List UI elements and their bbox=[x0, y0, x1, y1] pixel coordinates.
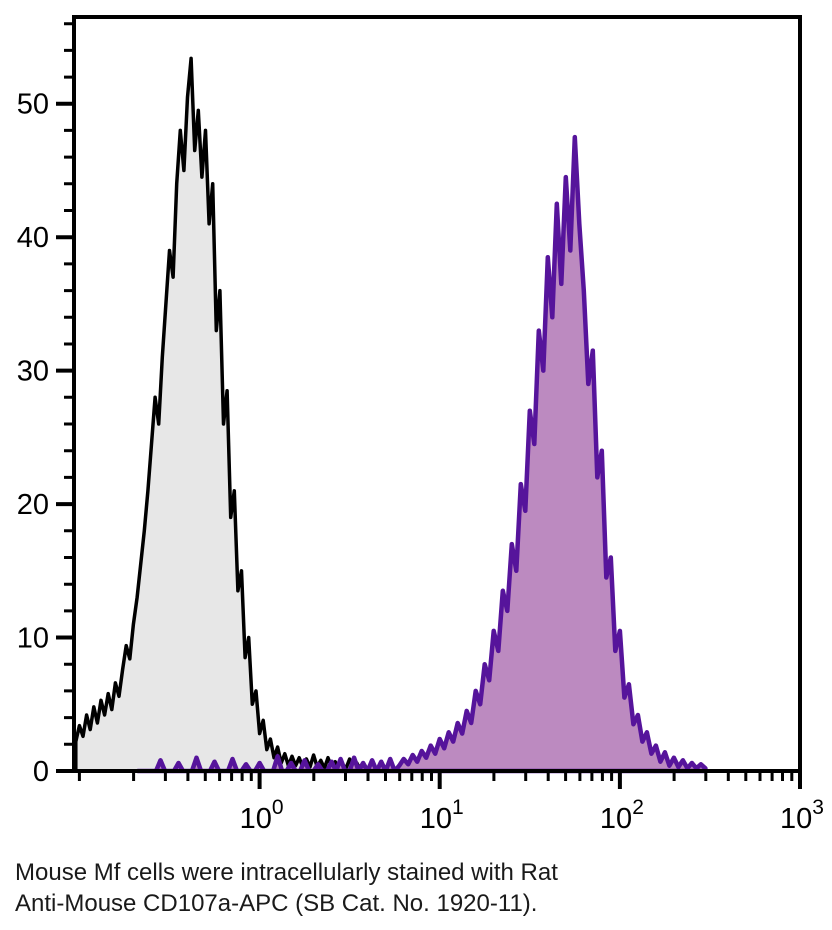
y-axis-major-ticks bbox=[56, 101, 74, 773]
x-tick-label: 102 bbox=[600, 796, 644, 835]
plot-border bbox=[72, 15, 802, 773]
y-tick-label: 50 bbox=[17, 89, 49, 121]
y-tick-label: 40 bbox=[17, 222, 49, 254]
caption-line-1: Mouse Mf cells were intracellularly stai… bbox=[15, 859, 558, 886]
x-tick-label: 101 bbox=[420, 796, 464, 835]
y-axis-minor-ticks bbox=[64, 22, 74, 746]
y-tick-label: 20 bbox=[17, 489, 49, 521]
series-CD107a-APC-stained bbox=[135, 134, 708, 774]
x-axis-minor-ticks bbox=[77, 771, 794, 781]
x-tick-label: 100 bbox=[240, 796, 284, 835]
series-unstained-control bbox=[74, 56, 370, 773]
x-tick-label: 103 bbox=[780, 796, 824, 835]
x-axis-major-ticks bbox=[257, 771, 802, 789]
y-tick-label: 10 bbox=[17, 623, 49, 655]
y-tick-label: 30 bbox=[17, 356, 49, 388]
figure-caption: Mouse Mf cells were intracellularly stai… bbox=[15, 857, 558, 919]
caption-line-2: Anti-Mouse CD107a-APC (SB Cat. No. 1920-… bbox=[15, 890, 538, 917]
y-tick-label: 0 bbox=[33, 756, 49, 788]
histogram-svg: 0 10 20 30 40 50 100 101 102 103 bbox=[17, 15, 824, 835]
